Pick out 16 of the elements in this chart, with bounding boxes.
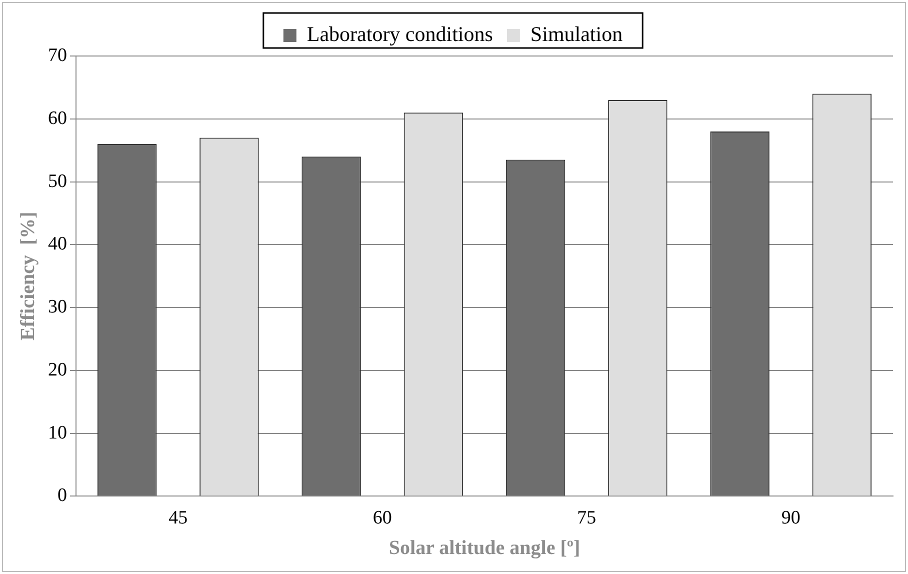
x-tick-label: 60 (372, 508, 392, 529)
y-tick-label: 70 (48, 44, 67, 66)
y-tick-label: 40 (48, 234, 67, 255)
x-axis-title: Solar altitude angle [º] (388, 537, 580, 560)
y-axis-title: Efficiency [%] (17, 212, 40, 341)
y-tick-label: 0 (58, 485, 67, 506)
x-tick-label: 90 (781, 508, 800, 529)
y-tick-label: 30 (48, 296, 67, 318)
x-tick-label: 75 (577, 508, 596, 529)
legend-label: Simulation (530, 22, 624, 46)
x-tick-label: 45 (168, 508, 188, 529)
legend-label: Laboratory conditions (306, 22, 493, 46)
y-tick-label: 10 (48, 422, 67, 444)
y-tick-label: 60 (48, 108, 67, 129)
y-tick-label: 50 (48, 170, 67, 192)
y-tick-label: 20 (48, 359, 67, 380)
